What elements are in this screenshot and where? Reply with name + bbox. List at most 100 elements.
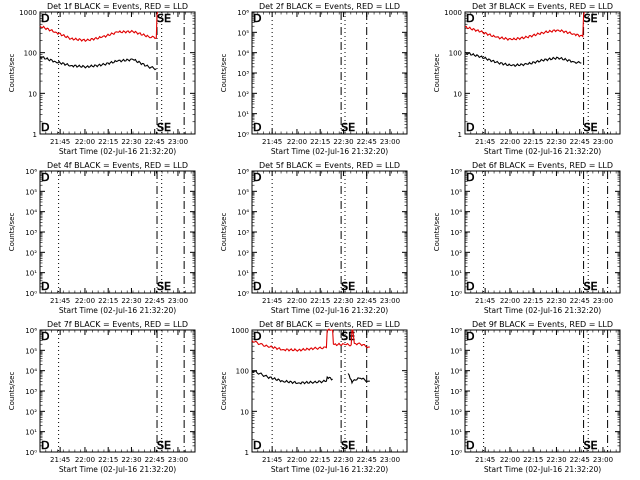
y-tick-label: 10¹ [450, 429, 462, 437]
marker-left: D [41, 121, 49, 134]
y-axis-label: Counts/sec [8, 372, 16, 411]
x-tick-label: 22:00 [287, 297, 307, 305]
marker-right: SE [584, 121, 598, 134]
marker-right: SE [157, 121, 171, 134]
x-tick-label: 21:45 [475, 138, 495, 146]
y-tick-label: 10⁵ [450, 347, 462, 355]
y-tick-label: 10² [450, 249, 462, 257]
y-tick-label: 10⁰ [25, 449, 37, 457]
y-tick-label: 10⁵ [25, 347, 37, 355]
x-tick-label: 22:15 [98, 297, 118, 305]
marker-top-left: D [41, 330, 49, 343]
x-tick-label: 21:45 [475, 456, 495, 464]
panel-det-2: Det 2f BLACK = Events, RED = LLD 10⁰ 10¹ 10… [220, 2, 408, 156]
x-tick-label: 21:45 [262, 456, 282, 464]
x-tick-label: 22:15 [523, 138, 543, 146]
y-tick-label: 10⁵ [25, 188, 37, 196]
x-tick-label: 22:00 [500, 456, 520, 464]
y-tick-label: 10² [450, 408, 462, 416]
x-axis-label: Start Time (02-Jul-16 21:32:20) [484, 465, 601, 474]
y-tick-label: 10³ [450, 388, 462, 396]
x-tick-label: 22:30 [546, 456, 566, 464]
panel-title: Det 4f BLACK = Events, RED = LLD [47, 161, 188, 170]
marker-left: D [466, 280, 474, 293]
marker-top-left: D [253, 12, 261, 25]
x-tick-label: 21:45 [50, 297, 70, 305]
panel-det-5: Det 5f BLACK = Events, RED = LLD 10⁰ 10¹ 10… [220, 161, 408, 315]
x-tick-label: 22:00 [287, 456, 307, 464]
panel-det-4: Det 4f BLACK = Events, RED = LLD 10⁰ 10¹ 10… [8, 161, 196, 315]
y-tick-label: 10³ [237, 229, 249, 237]
marker-top-left: D [41, 171, 49, 184]
x-tick-label: 21:45 [50, 138, 70, 146]
y-tick-label: 10¹ [25, 429, 37, 437]
x-tick-label: 22:15 [310, 456, 330, 464]
x-tick-label: 22:30 [121, 138, 141, 146]
x-tick-label: 23:00 [593, 297, 613, 305]
panel-title: Det 7f BLACK = Events, RED = LLD [47, 320, 188, 329]
x-tick-label: 22:30 [121, 456, 141, 464]
y-axis-label: Counts/sec [220, 54, 228, 93]
marker-left: D [466, 439, 474, 452]
y-tick-label: 10¹ [25, 270, 37, 278]
y-tick-label: 10⁴ [237, 209, 249, 217]
panel-title: Det 2f BLACK = Events, RED = LLD [259, 2, 400, 11]
x-tick-label: 22:15 [98, 456, 118, 464]
plot-frame [39, 329, 196, 453]
y-tick-label: 10⁰ [237, 131, 249, 139]
series-lld-line [464, 11, 585, 41]
y-tick-label: 10⁴ [25, 209, 37, 217]
marker-right: SE [157, 280, 171, 293]
x-tick-label: 22:30 [333, 138, 353, 146]
y-tick-label: 10⁵ [237, 29, 249, 37]
marker-right: SE [341, 121, 355, 134]
marker-left: D [466, 121, 474, 134]
series-events-line [39, 56, 157, 71]
x-tick-label: 23:00 [380, 456, 400, 464]
marker-right: SE [157, 439, 171, 452]
y-tick-label: 10² [237, 249, 249, 257]
x-tick-label: 22:30 [333, 456, 353, 464]
marker-right: SE [341, 280, 355, 293]
y-tick-label: 10³ [450, 229, 462, 237]
y-tick-label: 10² [237, 90, 249, 98]
y-axis-label: Counts/sec [433, 54, 441, 93]
y-tick-label: 10⁰ [25, 290, 37, 298]
panel-title: Det 5f BLACK = Events, RED = LLD [259, 161, 400, 170]
y-tick-label: 10⁶ [237, 9, 249, 17]
marker-top-left: D [466, 171, 474, 184]
y-tick-label: 100 [236, 368, 249, 376]
y-tick-label: 10⁶ [237, 168, 249, 176]
x-tick-label: 22:00 [75, 456, 95, 464]
marker-top-left: D [466, 12, 474, 25]
x-axis-label: Start Time (02-Jul-16 21:32:20) [59, 147, 176, 156]
x-tick-label: 22:45 [357, 138, 377, 146]
panel-det-8: Det 8f BLACK = Events, RED = LLD 1 10 100 10… [220, 320, 408, 474]
y-tick-label: 10⁶ [450, 168, 462, 176]
y-tick-label: 1000 [19, 9, 37, 17]
x-axis-label: Start Time (02-Jul-16 21:32:20) [484, 147, 601, 156]
x-tick-label: 22:45 [145, 138, 165, 146]
marker-left: D [253, 121, 261, 134]
panel-det-3: Det 3f BLACK = Events, RED = LLD 1 10 100 10… [433, 2, 621, 156]
y-tick-label: 10⁰ [450, 449, 462, 457]
y-tick-label: 1 [33, 131, 37, 139]
marker-top-left: D [41, 12, 49, 25]
y-tick-label: 1 [245, 449, 249, 457]
y-tick-label: 10⁰ [237, 290, 249, 298]
y-axis-label: Counts/sec [433, 372, 441, 411]
y-tick-label: 10¹ [237, 111, 249, 119]
y-tick-label: 10² [25, 249, 37, 257]
x-tick-label: 22:45 [570, 138, 590, 146]
y-tick-label: 10 [28, 90, 37, 98]
x-axis-label: Start Time (02-Jul-16 21:32:20) [59, 465, 176, 474]
y-tick-label: 10⁴ [25, 368, 37, 376]
x-tick-label: 23:00 [593, 138, 613, 146]
y-tick-label: 10⁴ [450, 368, 462, 376]
x-tick-label: 22:15 [98, 138, 118, 146]
x-axis-label: Start Time (02-Jul-16 21:32:20) [59, 306, 176, 315]
y-tick-label: 10¹ [237, 270, 249, 278]
x-tick-label: 22:45 [145, 297, 165, 305]
